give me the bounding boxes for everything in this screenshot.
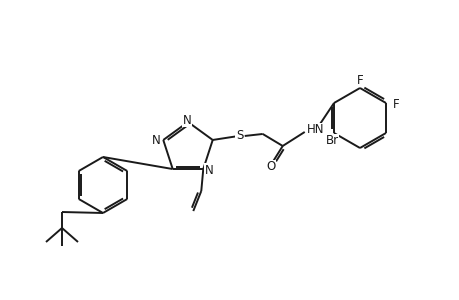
Text: HN: HN xyxy=(306,124,324,136)
Text: N: N xyxy=(182,113,191,127)
Text: S: S xyxy=(235,130,243,142)
Text: F: F xyxy=(356,74,363,86)
Text: N: N xyxy=(151,134,160,148)
Text: N: N xyxy=(204,164,213,176)
Text: F: F xyxy=(392,98,398,112)
Text: Br: Br xyxy=(325,134,338,148)
Text: O: O xyxy=(265,160,275,173)
